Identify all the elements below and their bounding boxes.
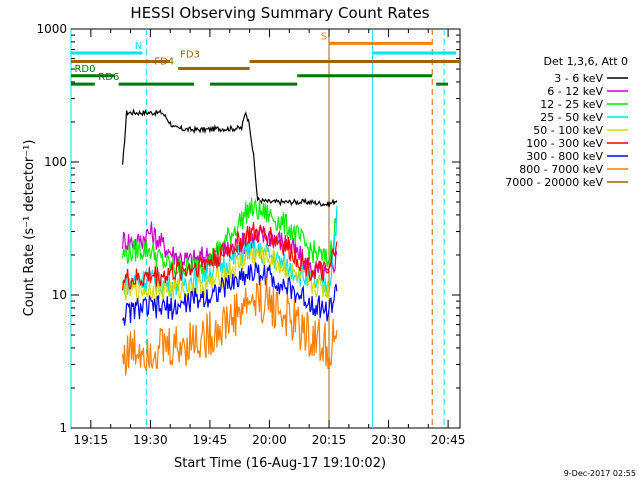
x-tick-label-2: 19:45 xyxy=(193,433,228,447)
y-tick-label-3: 1000 xyxy=(36,22,67,36)
segment-label-fd4: FD4 xyxy=(154,56,174,67)
legend-label-8: 7000 - 20000 keV xyxy=(505,176,603,189)
segment-label-s: S xyxy=(321,31,327,42)
x-tick-label-6: 20:45 xyxy=(431,433,466,447)
x-tick-label-5: 20:30 xyxy=(371,433,406,447)
legend-label-7: 800 - 7000 keV xyxy=(519,163,603,176)
series-line-6 xyxy=(122,262,338,326)
legend-label-3: 25 - 50 keV xyxy=(540,111,603,124)
legend-label-4: 50 - 100 keV xyxy=(533,124,603,137)
x-tick-label-4: 20:15 xyxy=(312,433,347,447)
axes: 19:15 19:30 19:45 20:00 20:15 20:30 20:45 1 10 10… xyxy=(36,22,465,447)
footer-timestamp: 9-Dec-2017 02:55 xyxy=(564,469,636,478)
series-line-7 xyxy=(122,277,338,376)
legend-label-5: 100 - 300 keV xyxy=(526,137,603,150)
chart-title: HESSI Observing Summary Count Rates xyxy=(130,4,429,22)
segment-label-n: N xyxy=(135,41,142,52)
legend-label-0: 3 - 6 keV xyxy=(554,72,603,85)
series-line-2 xyxy=(122,197,338,279)
y-tick-label-1: 10 xyxy=(52,288,67,302)
x-axis-label: Start Time (16-Aug-17 19:10:02) xyxy=(174,456,386,471)
x-tick-label-3: 20:00 xyxy=(252,433,287,447)
legend-label-2: 12 - 25 keV xyxy=(540,98,603,111)
legend-header: Det 1,3,6, Att 0 xyxy=(544,55,628,68)
series-line-5 xyxy=(122,222,338,291)
data-series xyxy=(122,108,338,376)
x-tick-label-1: 19:30 xyxy=(133,433,168,447)
plot-frame xyxy=(70,28,461,429)
segment-label-rd0: RD0 xyxy=(74,64,95,75)
legend-label-6: 300 - 800 keV xyxy=(526,150,603,163)
y-axis-label: Count Rate (s⁻¹ detector⁻¹) xyxy=(22,140,37,317)
segment-label-fd3: FD3 xyxy=(180,49,200,60)
x-tick-label-0: 19:15 xyxy=(74,433,109,447)
series-line-0 xyxy=(122,108,338,208)
segment-label-rd6: RD6 xyxy=(98,72,119,83)
legend-label-1: 6 - 12 keV xyxy=(547,85,603,98)
y-tick-label-0: 1 xyxy=(59,421,67,435)
y-tick-label-2: 100 xyxy=(44,155,67,169)
